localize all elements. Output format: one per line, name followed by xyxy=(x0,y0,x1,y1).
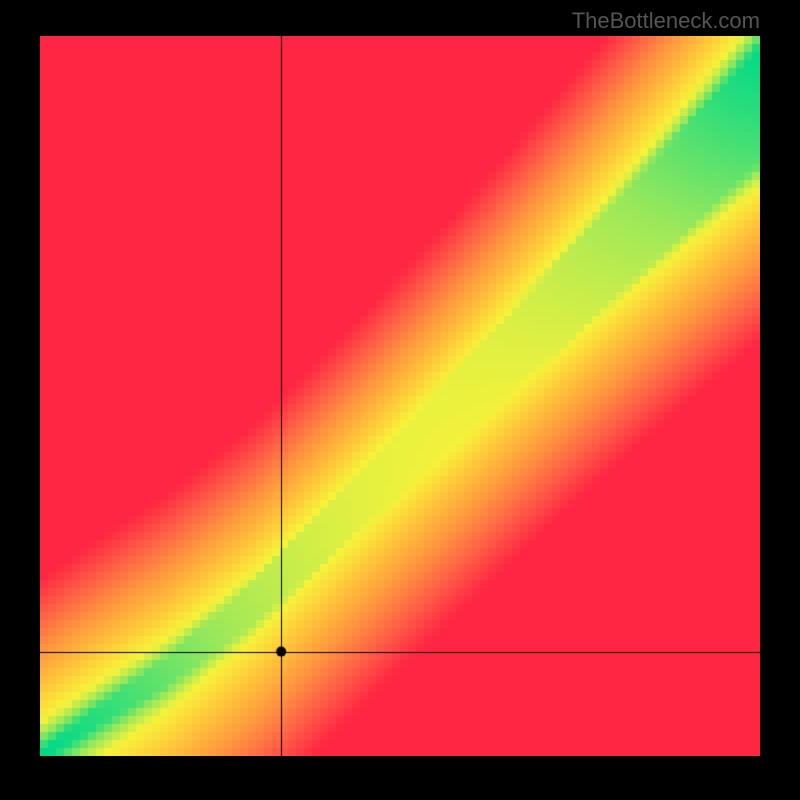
watermark-text: TheBottleneck.com xyxy=(572,8,760,34)
heatmap-plot xyxy=(40,36,760,756)
heatmap-canvas xyxy=(40,36,760,756)
chart-container: TheBottleneck.com xyxy=(0,0,800,800)
